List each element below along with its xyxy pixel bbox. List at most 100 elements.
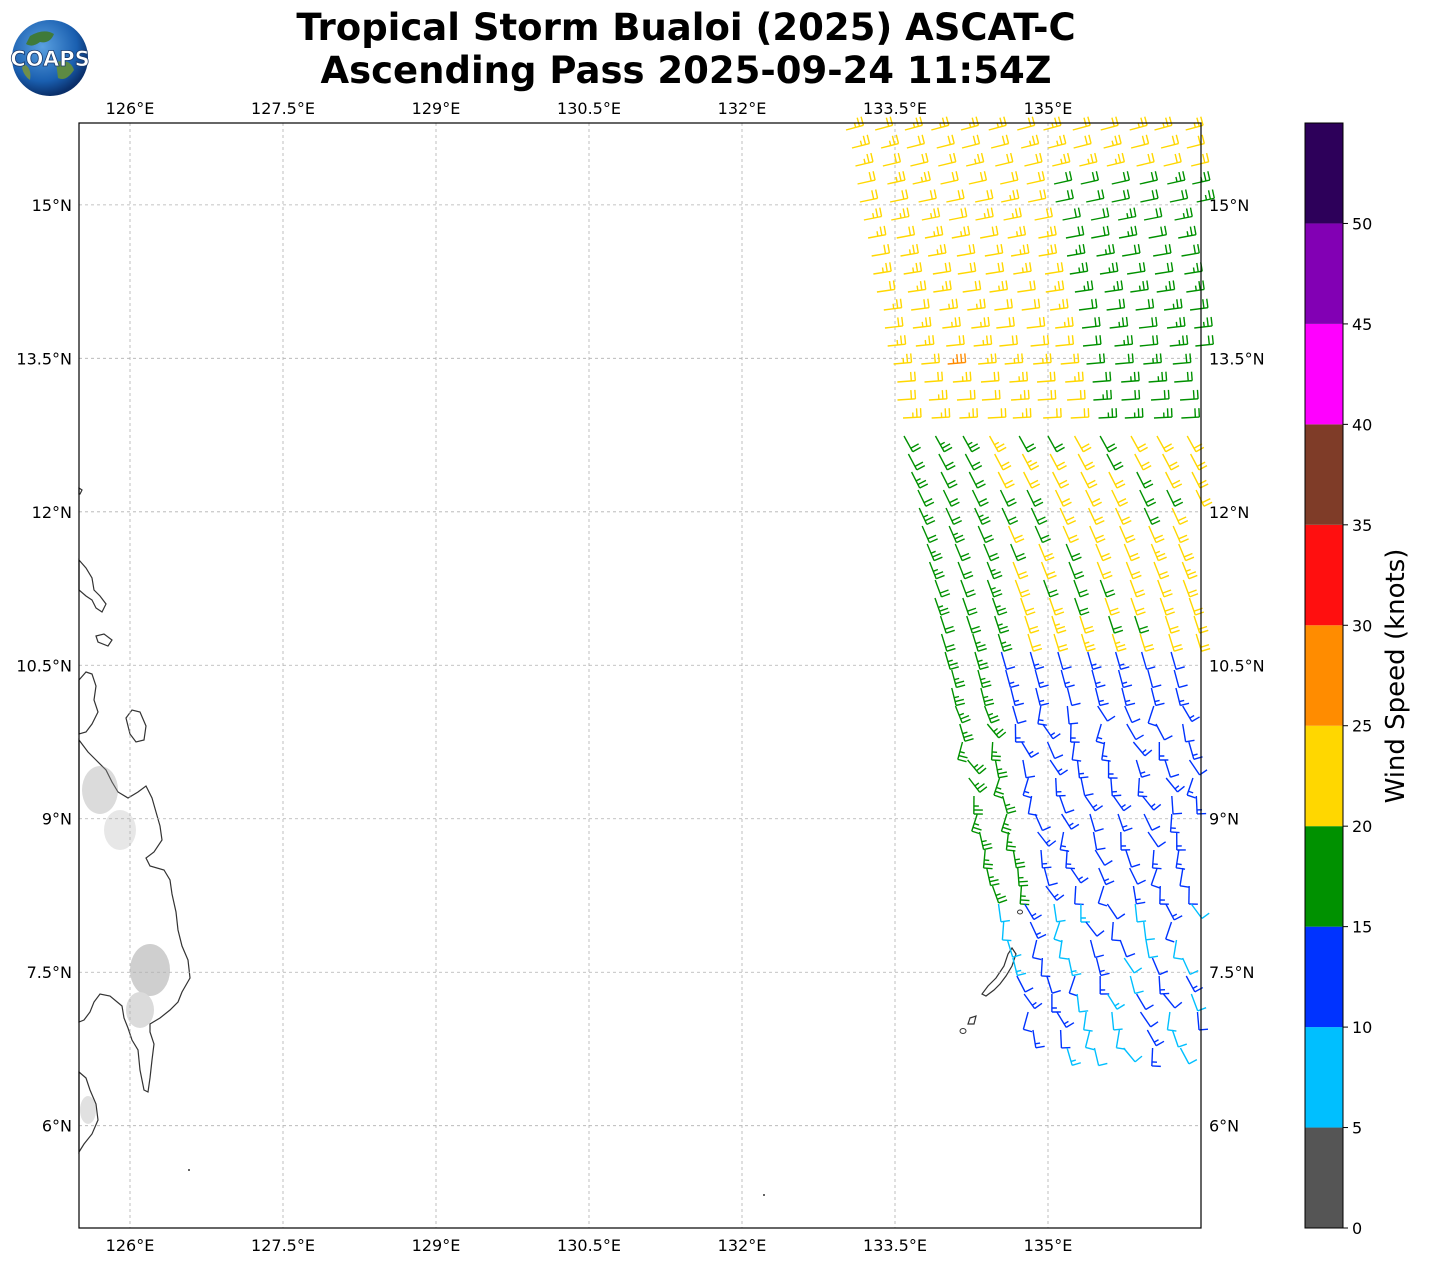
- wind-barb: [1135, 993, 1154, 1011]
- wind-barb: [1123, 543, 1140, 562]
- lat-label-left: 7.5°N: [27, 963, 72, 982]
- wind-barb: [1092, 371, 1112, 383]
- wind-barb: [1178, 543, 1195, 562]
- wind-barb: [1047, 435, 1065, 453]
- wind-barb: [876, 280, 896, 293]
- wind-barb: [1080, 903, 1090, 923]
- wind-barb: [1066, 687, 1081, 707]
- wind-barb: [939, 615, 955, 634]
- wind-barb: [1023, 993, 1043, 1010]
- wind-barb: [1143, 207, 1163, 221]
- wind-barb: [1195, 489, 1213, 507]
- wind-barb: [1079, 615, 1095, 634]
- wind-barb: [1005, 831, 1016, 852]
- wind-barb: [880, 134, 900, 149]
- colorbar-tick-label: 50: [1352, 214, 1372, 233]
- colorbar-tick-label: 0: [1352, 1219, 1362, 1235]
- wind-barb: [1043, 408, 1062, 419]
- wind-barb: [1053, 171, 1073, 185]
- wind-barb: [1073, 134, 1092, 149]
- wind-barb: [1164, 615, 1180, 634]
- wind-barb: [1001, 795, 1017, 815]
- wind-barb: [1055, 777, 1066, 797]
- wind-barb: [1143, 507, 1161, 525]
- wind-barb: [1012, 408, 1032, 419]
- wind-barb: [1066, 705, 1079, 725]
- wind-barb: [986, 723, 1007, 739]
- wind-barb: [1061, 813, 1080, 830]
- wind-barb: [1024, 152, 1043, 167]
- lat-label-left: 6°N: [42, 1117, 72, 1136]
- wind-barb: [1126, 723, 1144, 741]
- wind-barb: [1086, 189, 1105, 203]
- wind-barb: [1088, 507, 1105, 525]
- wind-barb: [948, 207, 968, 221]
- wind-barb: [972, 633, 987, 652]
- wind-barb: [1110, 777, 1122, 797]
- wind-barb: [966, 615, 982, 634]
- wind-barb: [871, 243, 891, 257]
- wind-barb: [973, 795, 983, 815]
- wind-barb: [1058, 939, 1069, 960]
- wind-barb: [1035, 687, 1050, 707]
- wind-barb: [1179, 1047, 1198, 1065]
- wind-barb: [1017, 867, 1029, 887]
- wind-barb: [1191, 152, 1210, 167]
- wind-barb: [1111, 1011, 1123, 1031]
- wind-barb: [1055, 316, 1074, 329]
- wind-barb: [1109, 316, 1129, 329]
- wind-barb: [1139, 335, 1159, 347]
- wind-barb: [1095, 957, 1110, 977]
- wind-barb: [1130, 280, 1149, 293]
- wind-barb: [1162, 993, 1183, 1009]
- wind-barb: [918, 189, 937, 203]
- wind-barb: [946, 335, 965, 347]
- wind-barb: [1135, 759, 1151, 778]
- wind-barb: [1094, 849, 1113, 866]
- wind-barb: [1182, 705, 1200, 723]
- wind-barb: [1004, 353, 1024, 365]
- wind-barb: [900, 243, 919, 257]
- wind-barb: [859, 189, 879, 203]
- wind-barb: [932, 262, 952, 275]
- wind-barb: [1091, 225, 1110, 239]
- wind-barb: [1100, 116, 1119, 131]
- wind-barb: [910, 152, 929, 167]
- wind-barb: [959, 723, 974, 742]
- wind-barb: [1097, 705, 1116, 722]
- wind-barb: [997, 471, 1015, 489]
- wind-barb: [1171, 507, 1189, 525]
- wind-barb: [1106, 903, 1126, 920]
- wind-barb: [1045, 885, 1065, 901]
- wind-barb: [1043, 116, 1062, 131]
- wind-barb: [1034, 207, 1053, 221]
- colorbar-tick-label: 30: [1352, 616, 1372, 635]
- wind-barb: [1031, 939, 1042, 961]
- wind-barb: [1108, 615, 1124, 634]
- wind-barb: [1071, 741, 1082, 762]
- wind-barb: [917, 489, 935, 507]
- wind-barb: [1171, 1029, 1188, 1048]
- wind-barb: [1010, 543, 1027, 562]
- wind-barb: [1129, 975, 1144, 995]
- wind-barb: [947, 353, 967, 365]
- wind-barb: [1012, 849, 1026, 869]
- wind-barb: [893, 353, 913, 365]
- wind-barb: [982, 849, 993, 870]
- wind-barb: [996, 316, 1015, 329]
- lon-label-top: 129°E: [412, 99, 461, 118]
- wind-barb: [1090, 207, 1110, 221]
- lat-label-right: 15°N: [1209, 196, 1249, 215]
- wind-barb: [1196, 189, 1216, 203]
- wind-barb: [1153, 408, 1173, 419]
- wind-barb: [1150, 687, 1165, 707]
- wind-barb: [962, 435, 980, 453]
- wind-barb: [1053, 921, 1063, 943]
- wind-barb: [991, 597, 1008, 616]
- wind-barb: [1046, 741, 1064, 760]
- wind-barb: [1117, 207, 1137, 221]
- wind-barb: [1147, 831, 1167, 848]
- wind-barb: [1033, 353, 1052, 365]
- wind-barb: [1151, 1047, 1161, 1068]
- wind-barb: [1119, 525, 1136, 544]
